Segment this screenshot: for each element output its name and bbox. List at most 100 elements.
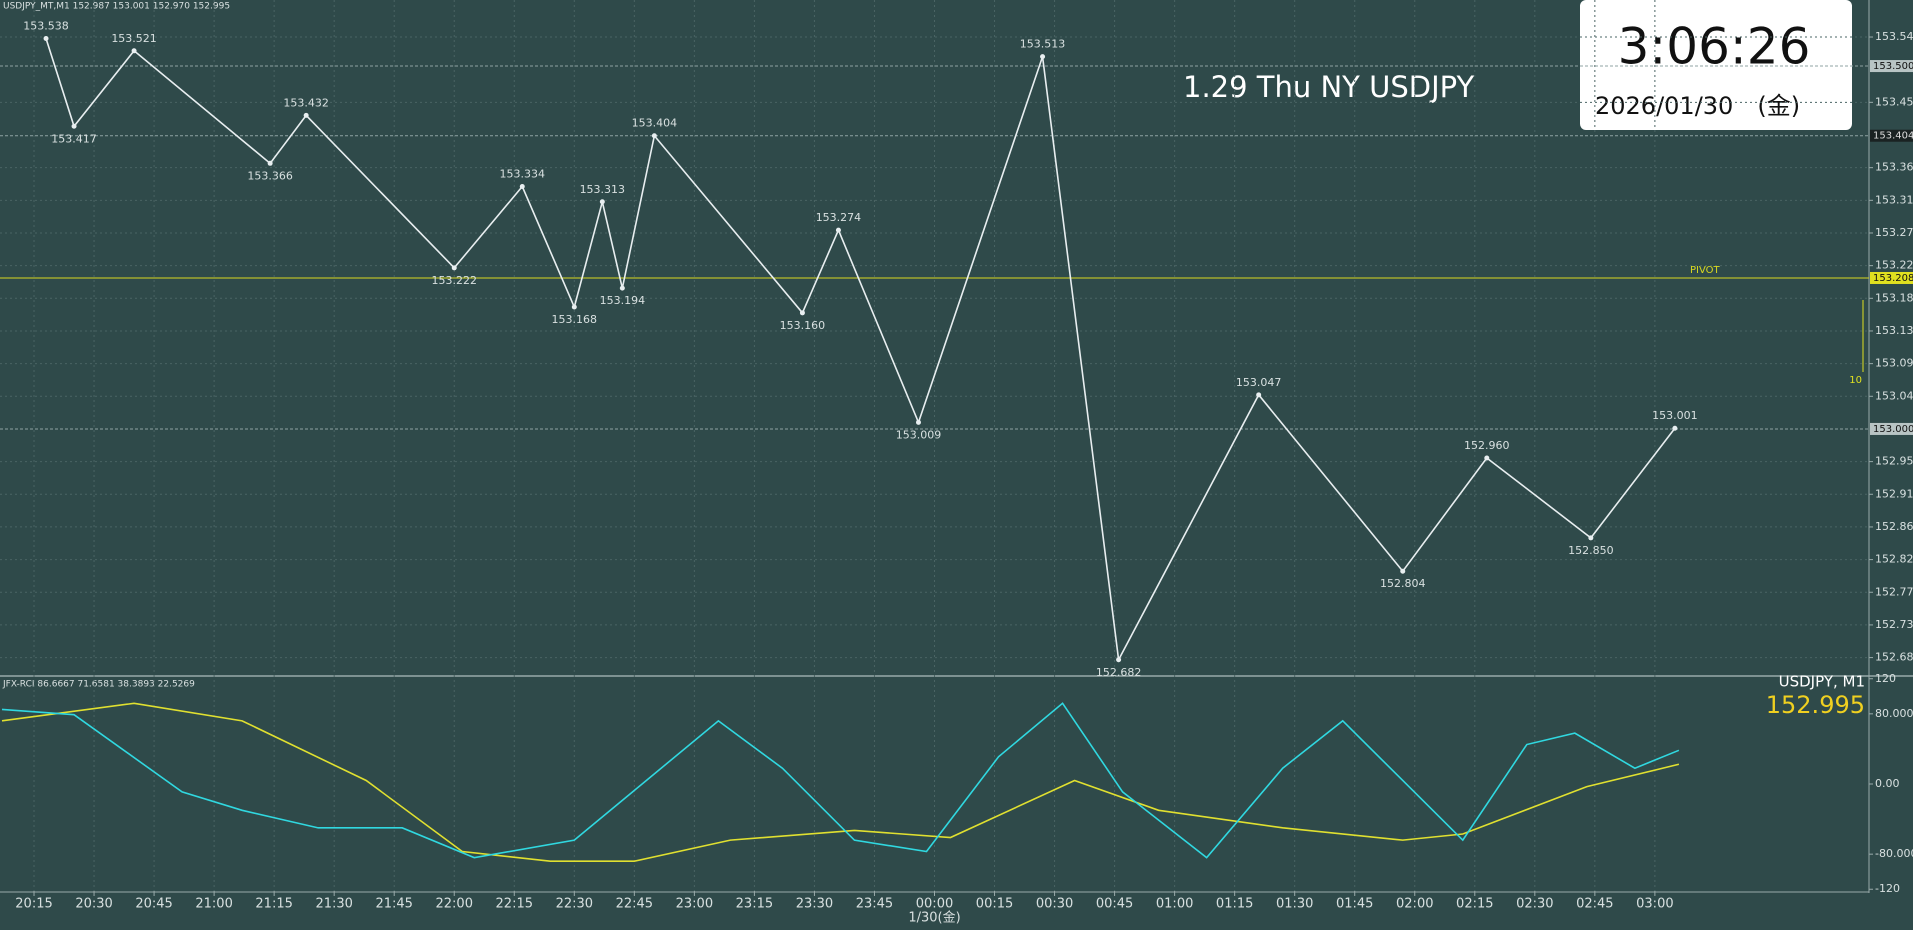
swing-label: 152.804 [1380, 577, 1426, 590]
swing-label: 153.222 [431, 274, 477, 287]
x-tick-label: 22:45 [616, 897, 653, 912]
swing-label: 153.513 [1020, 38, 1066, 51]
y-tick-label: 153.450 [1875, 95, 1913, 108]
swing-label: 153.001 [1652, 409, 1698, 422]
y-tick-label: 153.270 [1875, 226, 1913, 239]
swing-point [1588, 535, 1594, 541]
y-tick-label: 153.360 [1875, 161, 1913, 174]
swing-point [619, 285, 625, 291]
symbol-label: USDJPY, M1 [1779, 673, 1865, 691]
x-tick-label: 01:30 [1276, 897, 1313, 912]
x-tick-label: 00:15 [976, 897, 1013, 912]
x-tick-label: 00:30 [1036, 897, 1073, 912]
x-tick-label: 02:45 [1576, 897, 1613, 912]
swing-label: 153.194 [600, 294, 646, 307]
price-tag [1870, 129, 1913, 142]
x-tick-label: 01:15 [1216, 897, 1253, 912]
swing-label: 153.538 [23, 19, 69, 32]
price-tag-label: 153.000 [1873, 424, 1913, 435]
swing-point [799, 310, 805, 316]
y-tick-label: 153.045 [1875, 389, 1913, 402]
date-label: 1/30(金) [908, 910, 960, 926]
y-tick-label: -120 [1875, 882, 1900, 895]
x-tick-label: 23:45 [856, 897, 893, 912]
swing-label: 153.160 [780, 319, 826, 332]
x-tick-label: 22:00 [436, 897, 473, 912]
x-tick-label: 20:45 [135, 897, 172, 912]
x-tick-label: 22:15 [496, 897, 533, 912]
x-tick-label: 02:00 [1396, 897, 1433, 912]
swing-point [1672, 425, 1678, 431]
y-tick-label: 152.820 [1875, 553, 1913, 566]
swing-label: 153.334 [500, 168, 546, 181]
swing-point [599, 199, 605, 205]
chart-title: 1.29 Thu NY USDJPY [1183, 70, 1474, 104]
swing-point [71, 123, 77, 129]
x-tick-label: 21:15 [255, 897, 292, 912]
swing-point [1400, 568, 1406, 574]
swing-point [451, 265, 457, 271]
swing-point [131, 48, 137, 54]
swing-label: 153.168 [552, 313, 598, 326]
last-price: 152.995 [1766, 691, 1865, 719]
swing-label: 153.274 [816, 211, 862, 224]
price-tag-label: 153.404 [1873, 131, 1913, 142]
x-tick-label: 22:30 [556, 897, 593, 912]
x-tick-label: 00:45 [1096, 897, 1133, 912]
swing-label: 153.009 [896, 428, 942, 441]
swing-point [835, 227, 841, 233]
y-tick-label: 153.180 [1875, 291, 1913, 304]
y-tick-label: 152.730 [1875, 618, 1913, 631]
x-tick-label: 01:45 [1336, 897, 1373, 912]
x-tick-label: 00:00 [916, 897, 953, 912]
series-line [1, 702, 1680, 862]
swing-label: 152.850 [1568, 544, 1614, 557]
x-tick-label: 21:30 [315, 897, 352, 912]
swing-point [651, 133, 657, 139]
price-tag-label: 153.208 [1873, 273, 1913, 284]
swing-label: 153.313 [580, 183, 626, 196]
chart-header: USDJPY_MT,M1 152.987 153.001 152.970 152… [3, 2, 230, 12]
swing-point [571, 304, 577, 310]
y-tick-label: 0.00 [1875, 777, 1900, 790]
y-tick-label: 153.225 [1875, 259, 1913, 272]
swing-point [267, 160, 273, 166]
swing-label: 153.432 [283, 96, 329, 109]
x-tick-label: 20:15 [15, 897, 52, 912]
x-tick-label: 21:00 [195, 897, 232, 912]
scale-marker: 10 [1849, 375, 1862, 386]
y-tick-label: 153.540 [1875, 30, 1913, 43]
price-tag [1870, 271, 1913, 284]
y-tick-label: 152.685 [1875, 651, 1913, 664]
swing-point [1484, 455, 1490, 461]
x-tick-label: 03:00 [1636, 897, 1673, 912]
rci-header: JFX-RCI 86.6667 71.6581 38.3893 22.5269 [2, 680, 195, 690]
x-tick-label: 01:00 [1156, 897, 1193, 912]
swing-point [1040, 54, 1046, 60]
swing-label: 153.366 [247, 169, 293, 182]
y-tick-label: 120 [1875, 672, 1896, 685]
x-tick-label: 02:15 [1456, 897, 1493, 912]
price-tag-label: 153.500 [1873, 61, 1913, 72]
swing-point [303, 112, 309, 118]
swing-label: 153.417 [51, 132, 97, 145]
swing-label: 153.404 [632, 117, 678, 130]
series-line [1, 702, 1680, 859]
swing-label: 152.682 [1096, 666, 1142, 679]
swing-point [915, 419, 921, 425]
x-tick-label: 21:45 [375, 897, 412, 912]
swing-label: 153.047 [1236, 376, 1282, 389]
swing-point [519, 184, 525, 190]
price-tag [1870, 422, 1913, 435]
y-tick-label: 152.910 [1875, 487, 1913, 500]
y-tick-label: 153.135 [1875, 324, 1913, 337]
price-tag [1870, 60, 1913, 73]
x-tick-label: 23:15 [736, 897, 773, 912]
swing-label: 152.960 [1464, 439, 1510, 452]
swing-point [1256, 392, 1262, 398]
